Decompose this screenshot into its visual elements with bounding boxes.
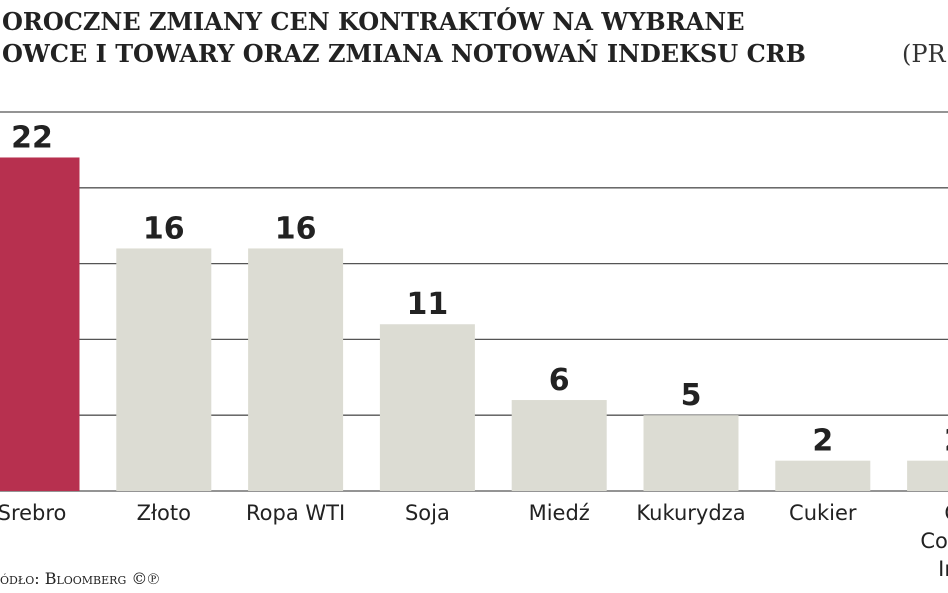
data-label: 11 (407, 287, 449, 322)
data-label: 16 (143, 211, 185, 246)
x-tick-label: Miedź (529, 501, 590, 525)
x-tick-label: Soja (405, 501, 450, 525)
x-tick-label: Ropa WTI (246, 501, 345, 525)
data-label: 5 (681, 378, 702, 413)
x-tick-label-line: Ind (938, 557, 948, 581)
chart-subtitle: (PR (902, 40, 947, 68)
x-tick-label-line: Comm (920, 529, 948, 553)
x-tick-label: Cukier (789, 501, 857, 525)
x-tick-label: Cl Comm Ind (920, 501, 948, 581)
x-tick-label: Złoto (137, 501, 191, 525)
data-label: 16 (275, 211, 317, 246)
bar (379, 324, 475, 491)
x-tick-label-line: Cl (944, 501, 948, 525)
x-tick-label: Srebro (0, 501, 66, 525)
data-label: 2 (812, 424, 833, 459)
data-label: 22 (11, 120, 53, 155)
bar (0, 157, 80, 492)
chart-title: OWCE I TOWARY ORAZ ZMIANA NOTOWAŃ INDEKS… (2, 39, 806, 68)
data-label: 6 (549, 363, 570, 398)
bar (511, 400, 607, 491)
chart-title: OROCZNE ZMIANY CEN KONTRAKTÓW NA WYBRANE (2, 7, 745, 36)
bar (907, 460, 948, 491)
x-tick-label: Kukurydza (636, 501, 745, 525)
bar (116, 248, 212, 491)
source: ódło: Bloomberg ©℗ (0, 569, 159, 588)
data-label: 2 (944, 424, 948, 459)
bar (643, 415, 739, 491)
bar (775, 460, 871, 491)
bar (248, 248, 344, 491)
